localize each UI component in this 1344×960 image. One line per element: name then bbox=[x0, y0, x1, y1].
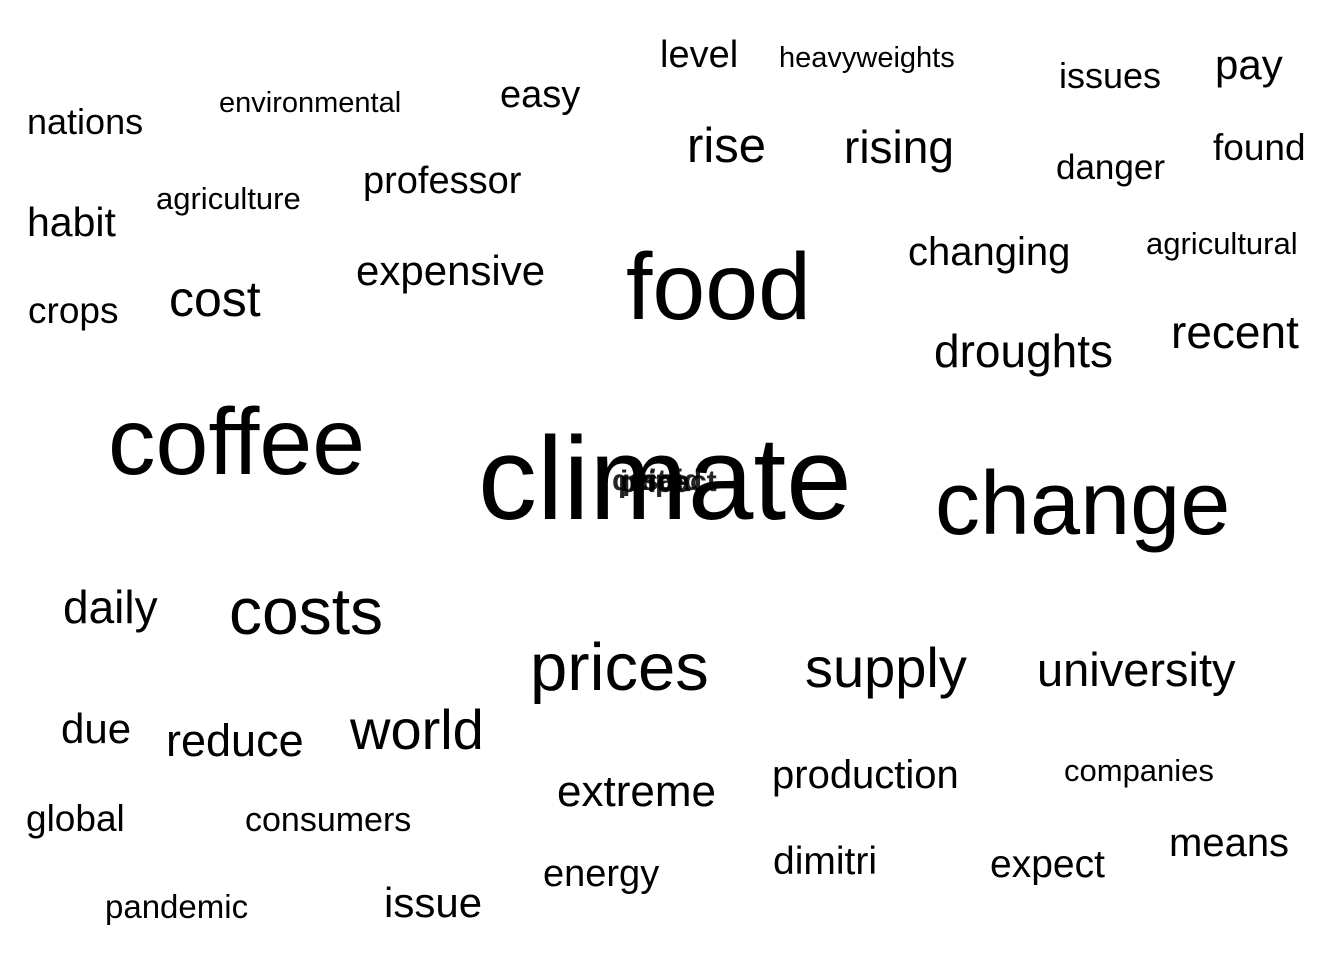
word-coffee: coffee bbox=[108, 389, 366, 495]
word-agriculture: agriculture bbox=[156, 181, 301, 216]
word-heavyweights: heavyweights bbox=[779, 42, 955, 74]
word-level: level bbox=[660, 34, 739, 76]
word-nations: nations bbox=[27, 101, 144, 142]
word-dimitri: dimitri bbox=[773, 840, 877, 883]
word-production: production bbox=[772, 753, 959, 797]
word-expensive: expensive bbox=[356, 247, 546, 294]
word-cost: cost bbox=[169, 271, 261, 327]
word-supply: supply bbox=[805, 636, 967, 699]
word-reduce: reduce bbox=[166, 715, 304, 766]
word-said: said bbox=[642, 464, 703, 497]
word-costs: costs bbox=[229, 574, 384, 648]
word-consumers: consumers bbox=[245, 801, 412, 839]
word-recent: recent bbox=[1171, 306, 1299, 358]
word-pandemic: pandemic bbox=[105, 888, 249, 925]
word-prices: prices bbox=[530, 630, 709, 705]
word-droughts: droughts bbox=[934, 325, 1114, 377]
word-easy: easy bbox=[500, 74, 581, 116]
word-pay: pay bbox=[1215, 41, 1283, 88]
word-expect: expect bbox=[990, 843, 1105, 886]
word-changing: changing bbox=[908, 230, 1071, 274]
word-climate: climate bbox=[478, 413, 852, 545]
word-companies: companies bbox=[1064, 753, 1214, 788]
word-extreme: extreme bbox=[557, 767, 716, 816]
word-professor: professor bbox=[363, 160, 522, 202]
word-due: due bbox=[61, 705, 132, 752]
word-global: global bbox=[26, 798, 125, 839]
word-means: means bbox=[1169, 821, 1290, 865]
overlapping-word-cluster: quite price said impact bbox=[612, 464, 732, 504]
word-rise: rise bbox=[687, 119, 766, 173]
word-energy: energy bbox=[543, 853, 660, 895]
word-rising: rising bbox=[844, 121, 954, 173]
word-change: change bbox=[935, 454, 1231, 554]
word-impact: impact bbox=[620, 465, 717, 498]
word-agricultural: agricultural bbox=[1146, 226, 1298, 261]
word-crops: crops bbox=[28, 290, 119, 331]
word-issue: issue bbox=[384, 879, 483, 926]
word-environmental: environmental bbox=[219, 87, 402, 119]
word-quite: quite bbox=[612, 464, 684, 497]
word-habit: habit bbox=[27, 199, 116, 245]
word-danger: danger bbox=[1056, 148, 1165, 187]
word-issues: issues bbox=[1059, 55, 1162, 96]
word-price: price bbox=[618, 466, 690, 499]
word-found: found bbox=[1213, 127, 1306, 168]
word-world: world bbox=[350, 698, 484, 761]
word-daily: daily bbox=[63, 581, 158, 633]
word-food: food bbox=[626, 234, 811, 340]
word-university: university bbox=[1037, 643, 1236, 696]
